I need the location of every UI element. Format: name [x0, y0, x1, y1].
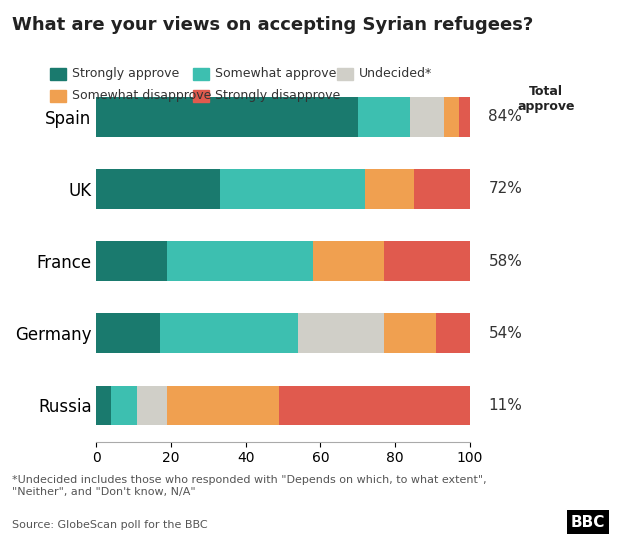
Bar — [280, 385, 470, 425]
Bar — [414, 169, 470, 209]
Bar — [298, 313, 384, 353]
Bar — [96, 313, 160, 353]
Bar — [111, 385, 137, 425]
Bar — [167, 385, 280, 425]
Bar — [160, 313, 298, 353]
Text: Undecided*: Undecided* — [359, 67, 432, 80]
Text: What are your views on accepting Syrian refugees?: What are your views on accepting Syrian … — [12, 16, 534, 34]
Bar — [384, 241, 470, 281]
Bar — [365, 169, 414, 209]
Bar — [96, 241, 167, 281]
Text: Somewhat approve: Somewhat approve — [215, 67, 337, 80]
Text: 58%: 58% — [489, 254, 522, 269]
Text: 72%: 72% — [489, 181, 522, 197]
Text: Total
approve: Total approve — [517, 85, 575, 112]
Bar — [444, 97, 459, 136]
Text: 54%: 54% — [489, 326, 522, 341]
Bar — [384, 313, 436, 353]
Text: Somewhat disapprove: Somewhat disapprove — [72, 89, 211, 102]
Bar — [96, 169, 220, 209]
Bar — [220, 169, 365, 209]
Text: BBC: BBC — [571, 515, 605, 530]
Text: 11%: 11% — [489, 398, 522, 413]
Text: 84%: 84% — [489, 109, 522, 124]
Bar — [96, 385, 111, 425]
Bar — [459, 97, 470, 136]
Bar — [358, 97, 410, 136]
Bar — [436, 313, 470, 353]
Bar — [137, 385, 167, 425]
Bar — [96, 97, 358, 136]
Text: *Undecided includes those who responded with "Depends on which, to what extent",: *Undecided includes those who responded … — [12, 475, 487, 497]
Text: Source: GlobeScan poll for the BBC: Source: GlobeScan poll for the BBC — [12, 520, 208, 530]
Bar — [167, 241, 313, 281]
Text: Strongly approve: Strongly approve — [72, 67, 179, 80]
Bar — [313, 241, 384, 281]
Text: Strongly disapprove: Strongly disapprove — [215, 89, 341, 102]
Bar — [410, 97, 444, 136]
